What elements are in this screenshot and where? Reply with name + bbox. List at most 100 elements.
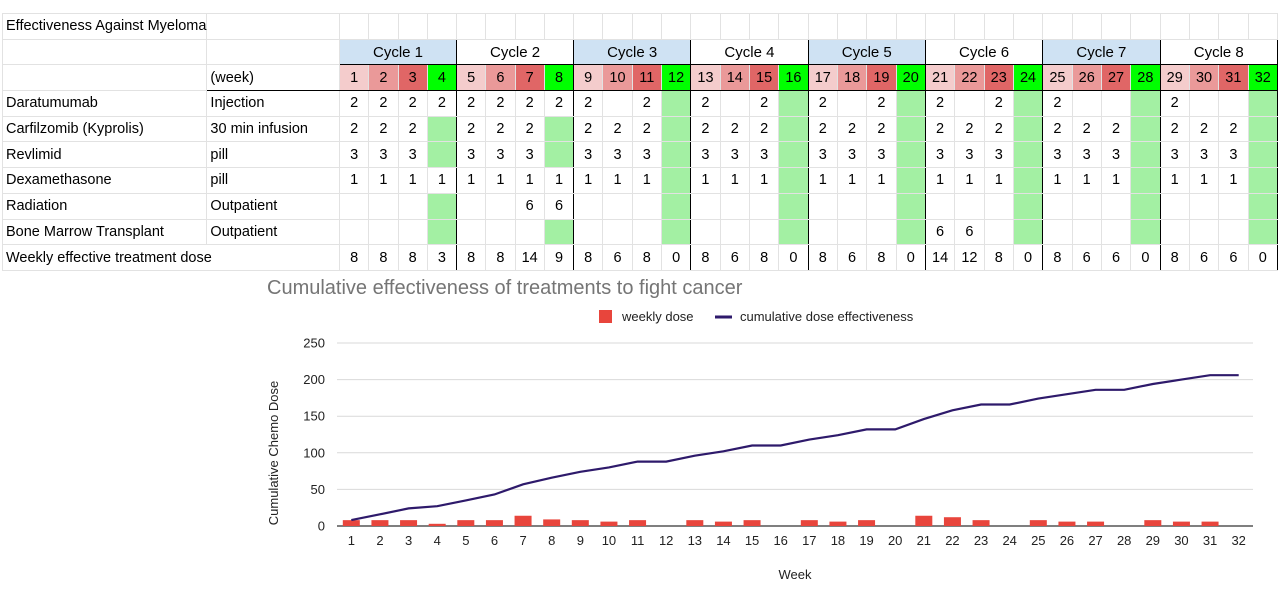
empty-cell xyxy=(1247,13,1278,40)
dose-cell: 3 xyxy=(1188,141,1220,169)
weekly-total-cell: 12 xyxy=(954,244,985,271)
y-tick-label: 50 xyxy=(311,482,325,497)
dose-cell xyxy=(1130,167,1161,194)
dose-cell xyxy=(719,90,750,117)
dose-cell xyxy=(426,218,458,246)
dose-cell: 2 xyxy=(924,90,956,117)
drug-row: Bone Marrow Transplant Outpatient 6 6 xyxy=(1,218,1278,246)
empty-cell xyxy=(631,13,662,40)
dose-cell: 2 xyxy=(485,90,516,117)
empty-cell xyxy=(748,13,780,40)
weekly-total-cell: 8 xyxy=(1042,244,1073,271)
weekly-dose-bar xyxy=(714,521,732,526)
week-number-9: 9 xyxy=(573,64,604,92)
dose-cell: 2 xyxy=(1042,115,1073,143)
dose-cell xyxy=(895,167,926,194)
dose-cell xyxy=(573,218,604,246)
weekly-dose-bar xyxy=(915,515,933,526)
dose-cell xyxy=(1218,218,1249,246)
weekly-total-cell: 0 xyxy=(1247,244,1278,271)
dose-cell xyxy=(1012,167,1044,194)
y-axis-label: Cumulative Chemo Dose xyxy=(266,381,281,526)
weekly-total-cell: 6 xyxy=(719,244,750,271)
treatment-spreadsheet: Effectiveness Against Myeloma Cycle 1 Cycl… xyxy=(1,13,1278,271)
dose-cell xyxy=(807,218,838,246)
dose-cell xyxy=(1130,115,1161,143)
x-tick-label: 15 xyxy=(745,533,759,548)
empty-cell xyxy=(1188,13,1220,40)
week-label: (week) xyxy=(206,64,340,92)
empty-cell xyxy=(397,13,428,40)
x-tick-label: 24 xyxy=(1002,533,1016,548)
dose-cell xyxy=(895,218,926,246)
chart-legend: weekly dose cumulative dose effectiveness xyxy=(599,309,914,324)
dose-cell: 2 xyxy=(748,90,780,117)
weekly-total-cell: 6 xyxy=(1218,244,1249,271)
dose-cell: 2 xyxy=(866,115,897,143)
drug-name: Dexamethasone xyxy=(1,167,208,194)
cycle-header-4: Cycle 4 xyxy=(690,38,809,66)
week-number-21: 21 xyxy=(924,64,956,92)
week-number-22: 22 xyxy=(954,64,985,92)
dose-cell xyxy=(397,192,428,220)
x-tick-label: 27 xyxy=(1088,533,1102,548)
dose-cell: 3 xyxy=(748,141,780,169)
dose-cell xyxy=(1071,90,1102,117)
cycle-header-1: Cycle 1 xyxy=(338,38,458,66)
empty-cell xyxy=(543,13,575,40)
dose-cell xyxy=(1100,90,1132,117)
dose-cell xyxy=(338,218,370,246)
weekly-dose-bar xyxy=(371,520,389,526)
dose-cell xyxy=(866,192,897,220)
weekly-total-cell: 6 xyxy=(1071,244,1102,271)
dose-cell: 1 xyxy=(514,167,545,194)
dose-cell xyxy=(660,115,692,143)
dose-cell: 6 xyxy=(543,192,575,220)
x-tick-label: 29 xyxy=(1146,533,1160,548)
dose-cell xyxy=(895,192,926,220)
weekly-total-cell: 8 xyxy=(807,244,838,271)
week-number-28: 28 xyxy=(1130,64,1161,92)
dose-cell xyxy=(778,218,809,246)
dose-cell xyxy=(338,192,370,220)
empty-cell xyxy=(1218,13,1249,40)
empty-cell xyxy=(836,13,868,40)
x-tick-label: 14 xyxy=(716,533,730,548)
weekly-dose-bar xyxy=(1058,521,1076,526)
x-tick-label: 3 xyxy=(405,533,412,548)
empty-cell xyxy=(514,13,545,40)
weekly-dose-bar xyxy=(400,520,418,526)
dose-cell xyxy=(748,218,780,246)
dose-cell xyxy=(602,218,633,246)
empty-cell xyxy=(573,13,604,40)
weekly-total-cell: 6 xyxy=(836,244,868,271)
weekly-total-cell: 8 xyxy=(397,244,428,271)
dose-cell xyxy=(719,192,750,220)
drug-method: Injection xyxy=(206,90,340,117)
week-number-7: 7 xyxy=(514,64,545,92)
weekly-total-cell: 0 xyxy=(1130,244,1161,271)
dose-cell: 2 xyxy=(807,115,838,143)
dose-cell xyxy=(368,192,399,220)
y-tick-label: 0 xyxy=(318,519,325,534)
weekly-dose-bar xyxy=(1201,521,1219,526)
week-number-25: 25 xyxy=(1042,64,1073,92)
empty-cell xyxy=(456,13,487,40)
dose-cell xyxy=(866,218,897,246)
sheet-title: Effectiveness Against Myeloma xyxy=(1,13,208,40)
drug-name: Carfilzomib (Kyprolis) xyxy=(1,115,208,143)
weekly-total-cell: 8 xyxy=(866,244,897,271)
legend-cumulative-label: cumulative dose effectiveness xyxy=(740,309,914,324)
dose-cell: 1 xyxy=(1042,167,1073,194)
dose-cell: 3 xyxy=(573,141,604,169)
y-tick-label: 250 xyxy=(303,336,325,351)
weekly-total-cell: 0 xyxy=(660,244,692,271)
dose-cell xyxy=(1247,167,1278,194)
drug-row: Radiation Outpatient 6 6 xyxy=(1,192,1278,220)
dose-cell xyxy=(456,218,487,246)
x-tick-label: 13 xyxy=(688,533,702,548)
drug-name: Radiation xyxy=(1,192,208,220)
week-number-18: 18 xyxy=(836,64,868,92)
dose-cell: 2 xyxy=(338,90,370,117)
dose-cell: 1 xyxy=(719,167,750,194)
